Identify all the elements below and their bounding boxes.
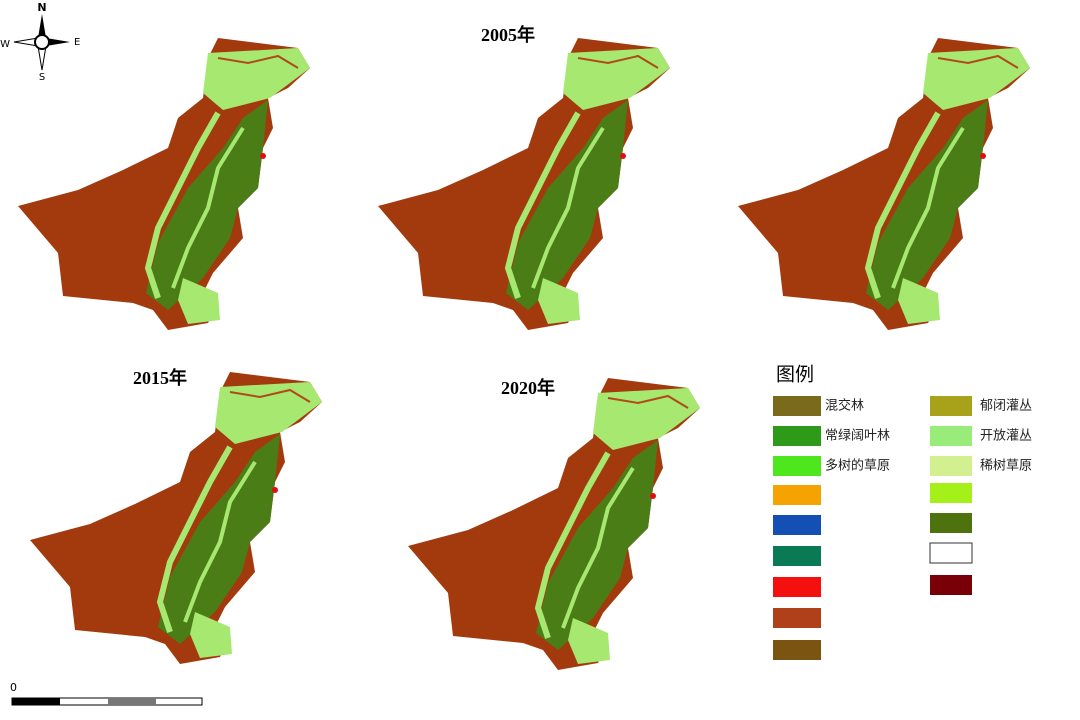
legend-swatch <box>930 575 972 595</box>
map-2015 <box>30 372 322 664</box>
scale-label: 0 <box>10 681 17 694</box>
legend-swatch <box>773 640 821 660</box>
legend-label: 多树的草原 <box>825 458 890 474</box>
compass-w: W <box>0 39 10 50</box>
compass: N E S W <box>0 1 80 83</box>
legend-label: 开放灌丛 <box>980 429 1032 444</box>
compass-s: S <box>39 72 45 83</box>
legend-label: 常绿阔叶林 <box>825 429 890 444</box>
legend-swatch <box>773 546 821 566</box>
compass-n: N <box>37 1 46 14</box>
map-title: 2020年 <box>501 377 555 398</box>
legend-label: 稀树草原 <box>980 459 1032 474</box>
legend-swatch <box>773 485 821 505</box>
legend-title: 图例 <box>776 364 814 386</box>
legend-swatch <box>773 396 821 416</box>
legend-swatch <box>929 542 973 564</box>
legend-swatch <box>930 426 972 446</box>
map-3 <box>738 38 1030 330</box>
scale-bar: 0 <box>10 681 203 706</box>
legend-swatch <box>930 456 972 476</box>
legend-swatch <box>773 515 821 535</box>
legend-swatch <box>930 483 972 503</box>
legend-swatch <box>773 456 821 476</box>
map-title: 2015年 <box>133 367 187 388</box>
map-2005 <box>378 38 670 330</box>
legend-swatch <box>773 426 821 446</box>
map-title: 2005年 <box>481 24 535 45</box>
compass-e: E <box>74 37 80 48</box>
legend-swatch <box>773 608 821 628</box>
map-1 <box>18 38 310 330</box>
legend-label: 混交林 <box>825 398 864 414</box>
legend-label: 郁闭灌丛 <box>980 399 1032 414</box>
legend-swatch <box>930 513 972 533</box>
legend-swatch <box>930 396 972 416</box>
maps <box>18 38 1030 670</box>
map-2020 <box>408 378 700 670</box>
legend-swatch <box>773 577 821 597</box>
